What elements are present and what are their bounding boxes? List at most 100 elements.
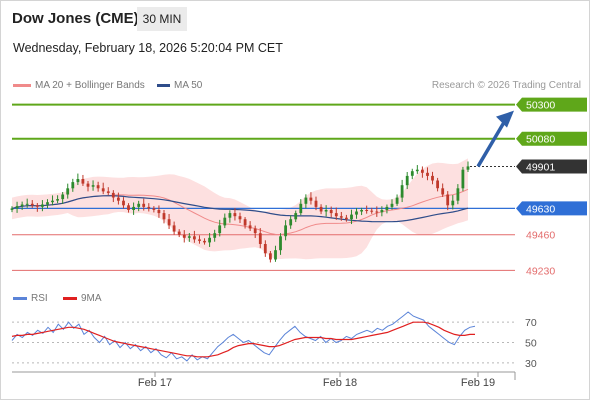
candle-body <box>324 210 328 212</box>
candle-body <box>405 175 409 186</box>
candle-body <box>380 210 384 213</box>
candle-body <box>122 200 125 206</box>
candle-body <box>30 203 34 206</box>
candle-body <box>132 206 135 210</box>
level-label-49630: 49630 <box>526 203 555 215</box>
candle-body <box>431 175 434 181</box>
ma50-swatch <box>157 83 170 87</box>
candle-body <box>35 205 39 207</box>
ma9-swatch <box>63 296 77 300</box>
candle-body <box>329 210 333 214</box>
candle-body <box>101 188 105 192</box>
candle-body <box>76 179 80 183</box>
legend-rsi: RSI <box>13 293 48 304</box>
candle-body <box>223 217 227 226</box>
candle-body <box>304 197 308 204</box>
candle-body <box>400 185 404 198</box>
candle-body <box>198 239 201 241</box>
candle-body <box>71 182 75 189</box>
candle-body <box>66 188 70 195</box>
candle-body <box>461 169 465 189</box>
candle-body <box>243 219 247 226</box>
ma50-label: MA 50 <box>174 80 203 91</box>
candle-body <box>421 169 424 173</box>
candle-body <box>294 213 298 220</box>
ma50-line <box>11 195 469 223</box>
candle-body <box>203 240 206 243</box>
rsi-tick-50: 50 <box>525 338 537 350</box>
candle-body <box>41 204 44 207</box>
candle-body <box>111 192 115 198</box>
legend-ma50: MA 50 <box>157 80 202 91</box>
candle-body <box>253 228 257 234</box>
rsi-tick-30: 30 <box>525 358 537 370</box>
candle-body <box>238 216 242 220</box>
rsi-ma-line <box>11 321 475 358</box>
level-label-49901: 49901 <box>526 161 555 173</box>
candle-body <box>339 216 343 218</box>
candle-body <box>334 213 338 217</box>
candle-body <box>106 191 110 193</box>
candle-body <box>385 206 389 210</box>
candle-body <box>208 237 211 243</box>
candle-body <box>345 217 348 220</box>
candle-body <box>10 208 14 210</box>
level-tag-49901 <box>516 159 587 174</box>
candle-body <box>355 211 358 215</box>
candle-body <box>167 219 171 226</box>
candle-body <box>269 253 272 260</box>
candle-body <box>436 180 439 189</box>
candle-body <box>172 225 176 232</box>
candle-body <box>56 199 59 201</box>
candle-body <box>137 203 141 207</box>
candle-body <box>187 236 191 238</box>
candle-body <box>127 205 130 210</box>
candle-body <box>350 214 353 220</box>
level-label-50300: 50300 <box>526 100 555 112</box>
candle-body <box>309 197 313 201</box>
candle-body <box>81 179 85 184</box>
forecast-arrow-shaft <box>476 119 507 168</box>
candle-body <box>410 171 414 176</box>
level-label-49230: 49230 <box>526 265 555 277</box>
ma20-swatch <box>13 83 31 87</box>
candle-body <box>466 166 470 170</box>
level-label-50080: 50080 <box>526 134 555 146</box>
candle-body <box>274 250 277 260</box>
candle-body <box>365 210 369 211</box>
rsi-label: RSI <box>31 293 48 304</box>
candle-body <box>395 197 399 204</box>
timeframe-badge[interactable]: 30 MIN <box>137 7 187 31</box>
ma20-label: MA 20 + Bollinger Bands <box>35 80 145 91</box>
candle-body <box>46 202 49 205</box>
candle-body <box>279 236 282 251</box>
level-label-49460: 49460 <box>526 230 555 242</box>
legend-ma20: MA 20 + Bollinger Bands <box>13 80 145 91</box>
candle-body <box>263 244 267 254</box>
candle-body <box>289 219 293 226</box>
candle-body <box>218 225 222 234</box>
candle-body <box>86 183 90 187</box>
candle-body <box>213 233 217 238</box>
candle-body <box>25 203 29 205</box>
candle-body <box>61 194 65 200</box>
candle-body <box>248 225 252 229</box>
candle-body <box>157 210 161 214</box>
rsi-tick-70: 70 <box>525 317 537 329</box>
x-tick-label-feb-19: Feb 19 <box>461 377 495 389</box>
candle-body <box>415 169 419 172</box>
candle-body <box>177 231 181 235</box>
candle-body <box>182 234 186 238</box>
candle-body <box>284 225 287 237</box>
forecast-arrow-head <box>496 110 514 128</box>
candle-body <box>91 185 95 187</box>
instrument-title: Dow Jones (CME) <box>12 10 139 27</box>
level-tag-49630 <box>516 201 587 216</box>
candle-body <box>193 236 196 240</box>
candle-body <box>314 200 318 207</box>
level-tag-50300 <box>516 97 587 112</box>
legend-9ma: 9MA <box>63 293 102 304</box>
candle-body <box>147 206 151 209</box>
candle-body <box>390 203 394 207</box>
level-tag-50080 <box>516 131 587 146</box>
